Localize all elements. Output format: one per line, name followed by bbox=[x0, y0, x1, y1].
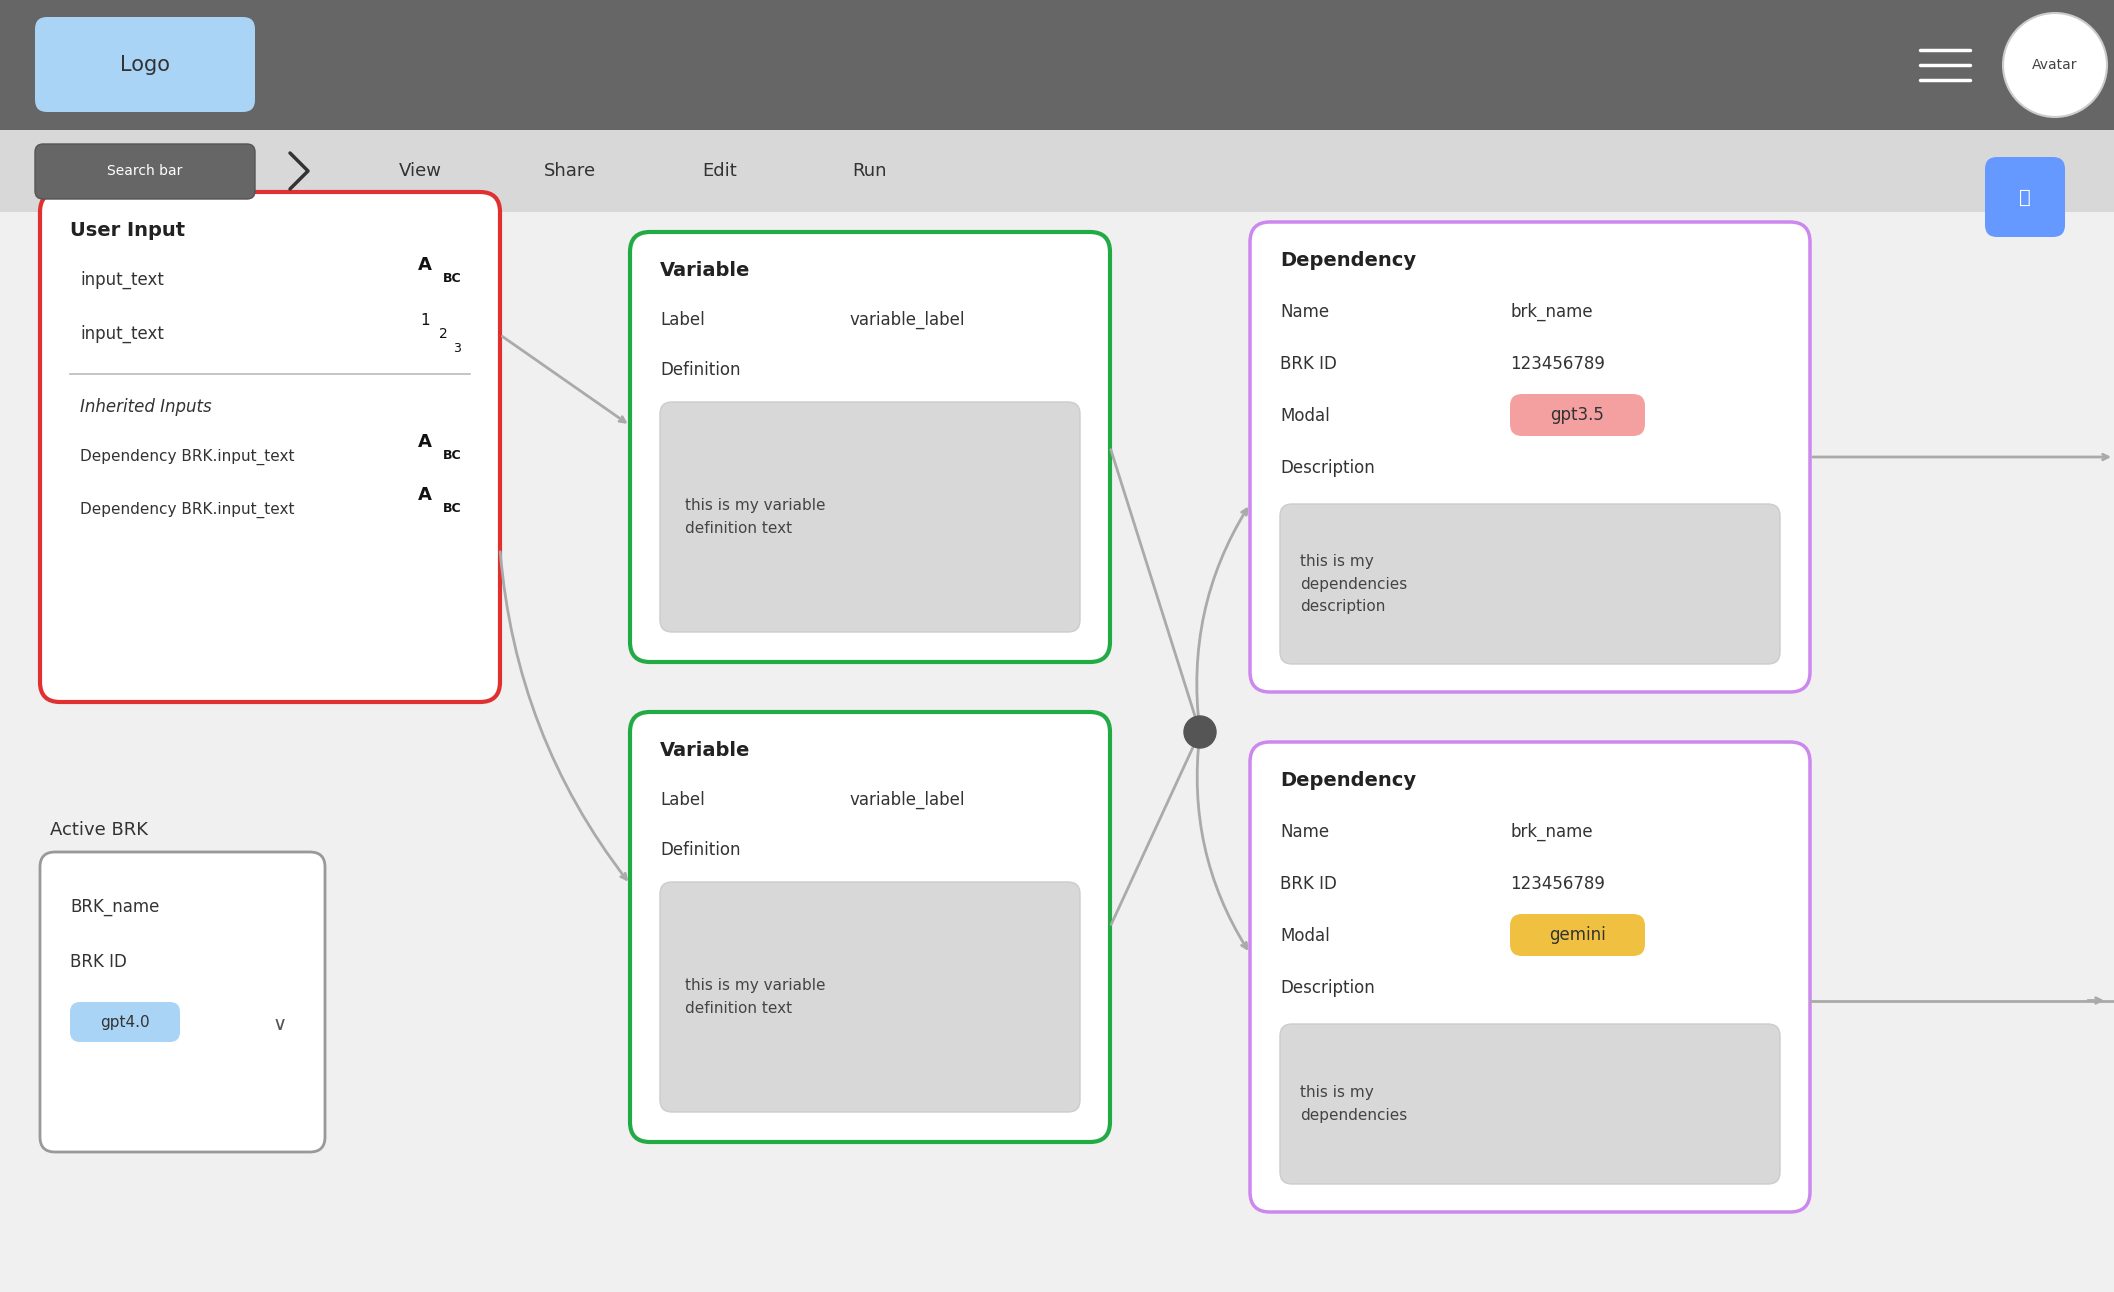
Text: brk_name: brk_name bbox=[1509, 823, 1592, 841]
Text: Avatar: Avatar bbox=[2032, 58, 2078, 72]
Text: BC: BC bbox=[444, 273, 461, 286]
FancyBboxPatch shape bbox=[40, 851, 326, 1152]
Text: Search bar: Search bar bbox=[108, 164, 182, 178]
FancyBboxPatch shape bbox=[36, 143, 256, 199]
FancyBboxPatch shape bbox=[36, 17, 256, 112]
Text: Modal: Modal bbox=[1279, 926, 1330, 944]
Text: Name: Name bbox=[1279, 304, 1330, 320]
Text: A: A bbox=[419, 486, 431, 504]
Text: Modal: Modal bbox=[1279, 407, 1330, 425]
Circle shape bbox=[1184, 716, 1216, 748]
Text: Definition: Definition bbox=[660, 841, 740, 859]
Text: this is my
dependencies
description: this is my dependencies description bbox=[1300, 554, 1408, 614]
Text: this is my
dependencies: this is my dependencies bbox=[1300, 1085, 1408, 1123]
Text: Description: Description bbox=[1279, 979, 1374, 997]
Text: Logo: Logo bbox=[120, 54, 169, 75]
FancyBboxPatch shape bbox=[630, 233, 1110, 662]
Text: A: A bbox=[419, 433, 431, 451]
FancyBboxPatch shape bbox=[1279, 1025, 1780, 1183]
FancyBboxPatch shape bbox=[1509, 913, 1645, 956]
Circle shape bbox=[2002, 13, 2108, 118]
Text: 👆: 👆 bbox=[2019, 187, 2032, 207]
Bar bbox=[0, 212, 2114, 1292]
Text: variable_label: variable_label bbox=[850, 311, 966, 329]
Text: gpt4.0: gpt4.0 bbox=[99, 1014, 150, 1030]
Text: input_text: input_text bbox=[80, 271, 165, 289]
Text: 3: 3 bbox=[452, 342, 461, 355]
FancyBboxPatch shape bbox=[40, 193, 501, 702]
Text: Dependency: Dependency bbox=[1279, 251, 1416, 270]
FancyBboxPatch shape bbox=[660, 402, 1080, 632]
Text: input_text: input_text bbox=[80, 324, 165, 344]
Text: Variable: Variable bbox=[660, 261, 750, 279]
Text: ∨: ∨ bbox=[273, 1014, 288, 1034]
FancyBboxPatch shape bbox=[630, 712, 1110, 1142]
Text: Definition: Definition bbox=[660, 360, 740, 379]
Text: 2: 2 bbox=[440, 327, 448, 341]
Text: BRK_name: BRK_name bbox=[70, 898, 159, 916]
Text: Inherited Inputs: Inherited Inputs bbox=[80, 398, 211, 416]
Text: Variable: Variable bbox=[660, 740, 750, 760]
Text: Dependency BRK.input_text: Dependency BRK.input_text bbox=[80, 501, 294, 518]
Text: Label: Label bbox=[660, 791, 704, 809]
Text: Run: Run bbox=[852, 162, 888, 180]
Bar bbox=[0, 0, 2114, 130]
Text: variable_label: variable_label bbox=[850, 791, 966, 809]
Text: Dependency: Dependency bbox=[1279, 770, 1416, 789]
Text: this is my variable
definition text: this is my variable definition text bbox=[685, 978, 824, 1016]
Text: 123456789: 123456789 bbox=[1509, 355, 1605, 373]
Text: 123456789: 123456789 bbox=[1509, 875, 1605, 893]
Text: Name: Name bbox=[1279, 823, 1330, 841]
FancyBboxPatch shape bbox=[70, 1003, 180, 1043]
Text: brk_name: brk_name bbox=[1509, 302, 1592, 322]
Text: Share: Share bbox=[543, 162, 596, 180]
Text: Active BRK: Active BRK bbox=[51, 820, 148, 839]
FancyBboxPatch shape bbox=[1279, 504, 1780, 664]
Text: A: A bbox=[419, 256, 431, 274]
FancyBboxPatch shape bbox=[1509, 394, 1645, 435]
Text: BRK ID: BRK ID bbox=[70, 953, 127, 972]
FancyBboxPatch shape bbox=[660, 882, 1080, 1112]
Text: BRK ID: BRK ID bbox=[1279, 875, 1336, 893]
FancyBboxPatch shape bbox=[1249, 742, 1810, 1212]
Text: Description: Description bbox=[1279, 459, 1374, 477]
Text: 1: 1 bbox=[421, 313, 429, 328]
Text: BRK ID: BRK ID bbox=[1279, 355, 1336, 373]
Text: BC: BC bbox=[444, 450, 461, 463]
Text: View: View bbox=[400, 162, 442, 180]
Text: Edit: Edit bbox=[702, 162, 738, 180]
Bar bbox=[0, 130, 2114, 212]
Text: gpt3.5: gpt3.5 bbox=[1550, 406, 1605, 424]
Text: BC: BC bbox=[444, 503, 461, 516]
Text: Label: Label bbox=[660, 311, 704, 329]
FancyBboxPatch shape bbox=[1249, 222, 1810, 693]
Text: gemini: gemini bbox=[1550, 926, 1607, 944]
Text: User Input: User Input bbox=[70, 221, 186, 239]
Text: Dependency BRK.input_text: Dependency BRK.input_text bbox=[80, 448, 294, 465]
FancyBboxPatch shape bbox=[1985, 158, 2065, 236]
Text: this is my variable
definition text: this is my variable definition text bbox=[685, 499, 824, 536]
